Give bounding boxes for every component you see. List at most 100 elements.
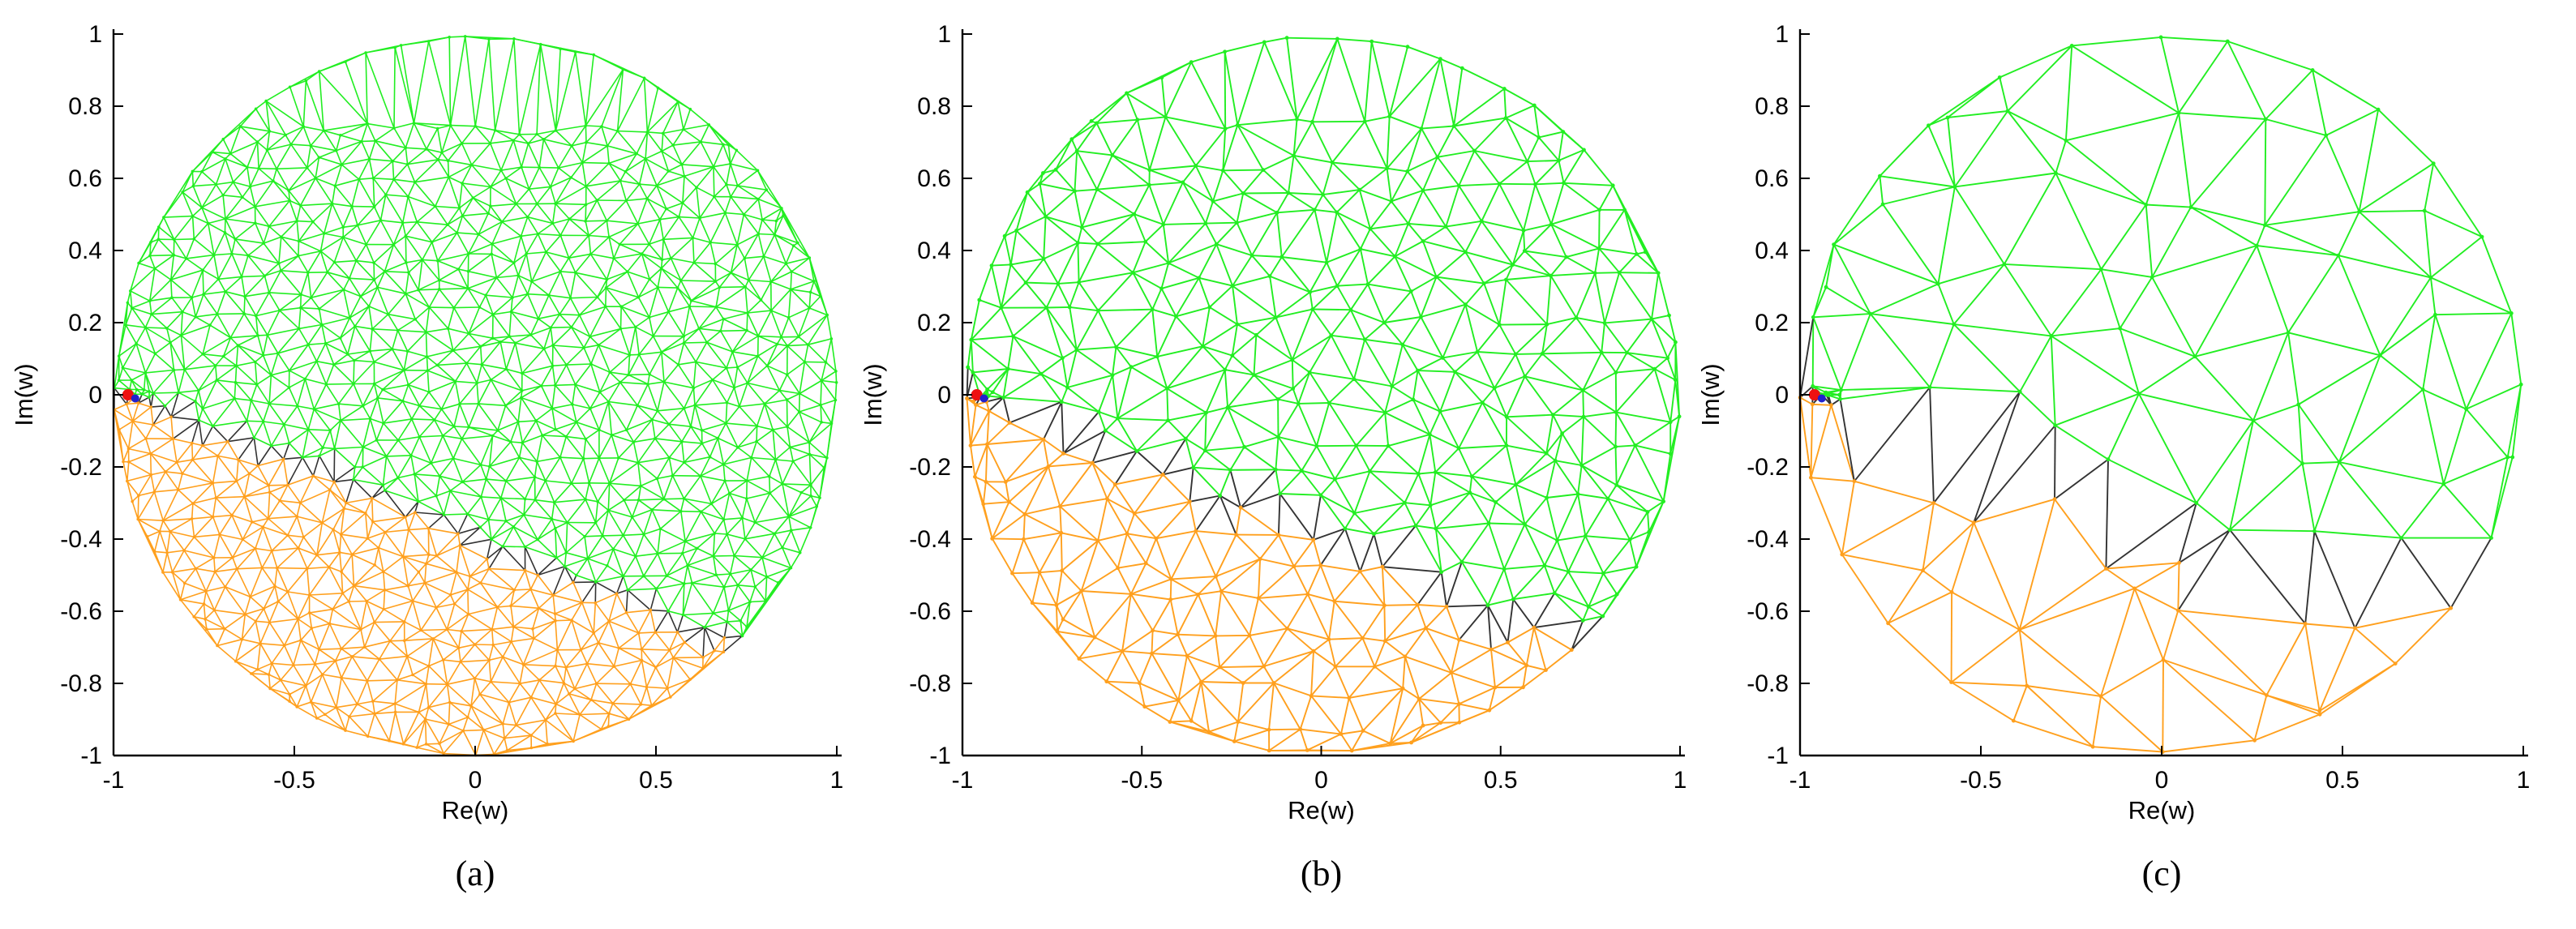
upper-mesh-edge — [661, 258, 672, 269]
lower-mesh-edge — [150, 407, 154, 426]
lower-mesh-edge — [1418, 698, 1442, 724]
upper-mesh-edge — [684, 461, 701, 477]
upper-mesh-edge — [522, 435, 543, 443]
upper-mesh-node — [745, 479, 748, 482]
lower-mesh-edge — [169, 518, 193, 533]
upper-mesh-edge — [515, 203, 529, 218]
upper-mesh-edge — [568, 203, 587, 220]
lower-mesh-edge — [322, 660, 336, 675]
lower-mesh-edge — [406, 656, 414, 675]
upper-mesh-edge — [718, 272, 732, 288]
upper-mesh-node — [582, 346, 585, 349]
upper-mesh-edge — [144, 353, 156, 374]
lower-mesh-edge — [255, 548, 263, 568]
upper-mesh-edge — [559, 235, 570, 259]
upper-mesh-edge — [306, 156, 319, 169]
upper-mesh-edge — [657, 474, 673, 480]
upper-mesh-node — [829, 337, 834, 340]
upper-mesh-node — [542, 347, 546, 351]
upper-mesh-edge — [1553, 413, 1584, 418]
upper-mesh-node — [508, 335, 511, 338]
upper-mesh-edge — [620, 306, 636, 328]
upper-mesh-edge — [598, 401, 610, 430]
upper-mesh-edge — [1550, 272, 1596, 277]
upper-mesh-edge — [558, 161, 583, 169]
lower-mesh-node — [304, 684, 308, 687]
lower-mesh-edge — [1220, 558, 1261, 592]
upper-mesh-edge — [329, 430, 336, 449]
upper-mesh-edge — [505, 476, 535, 482]
upper-mesh-node — [306, 166, 309, 169]
interface-mesh-edge — [552, 566, 566, 596]
axes-a: -1 -0.5 0 0.5 110.80.60.40.20-0.2-0.4-0.6-0.… — [60, 21, 843, 794]
upper-mesh-node — [820, 379, 823, 383]
lower-mesh-edge — [150, 438, 174, 455]
upper-mesh-edge — [152, 392, 166, 407]
upper-mesh-edge — [663, 237, 693, 241]
upper-mesh-edge — [268, 225, 282, 238]
lower-mesh-edge — [311, 701, 336, 709]
lower-mesh-edge — [467, 576, 471, 590]
upper-mesh-edge — [337, 404, 341, 421]
upper-mesh-node — [587, 233, 590, 238]
upper-mesh-node — [570, 144, 573, 148]
lower-mesh-edge — [1126, 533, 1147, 564]
upper-mesh-edge — [182, 191, 203, 208]
upper-mesh-edge — [1575, 272, 1597, 319]
lower-mesh-edge — [615, 593, 628, 614]
lower-mesh-edge — [137, 491, 156, 520]
lower-mesh-edge — [328, 566, 342, 573]
lower-mesh-edge — [300, 640, 319, 650]
upper-mesh-edge — [761, 556, 791, 569]
upper-mesh-edge — [1040, 357, 1063, 375]
upper-mesh-edge — [476, 383, 479, 405]
upper-mesh-node — [729, 195, 732, 199]
upper-mesh-edge — [1136, 419, 1169, 452]
upper-mesh-edge — [569, 298, 581, 316]
upper-mesh-edge — [747, 310, 772, 314]
upper-mesh-edge — [1156, 315, 1177, 357]
upper-mesh-edge — [1353, 378, 1392, 387]
upper-mesh-edge — [372, 328, 398, 332]
upper-mesh-edge — [414, 319, 427, 333]
upper-mesh-edge — [769, 492, 790, 517]
lower-mesh-node — [424, 562, 428, 566]
upper-mesh-edge — [518, 420, 537, 423]
upper-mesh-edge — [638, 498, 664, 501]
upper-mesh-edge — [336, 140, 362, 152]
upper-mesh-edge — [568, 257, 576, 273]
upper-mesh-edge — [319, 156, 342, 165]
upper-mesh-edge — [1481, 401, 1507, 418]
upper-mesh-edge — [1515, 460, 1556, 486]
upper-mesh-edge — [1167, 369, 1226, 390]
upper-mesh-edge — [289, 344, 309, 371]
upper-mesh-edge — [341, 417, 371, 422]
lower-mesh-edge — [1130, 593, 1154, 631]
upper-mesh-edge — [396, 330, 409, 352]
upper-mesh-node — [425, 148, 428, 151]
lower-mesh-edge — [268, 518, 289, 536]
y-tick-label: -1 — [80, 743, 102, 769]
lower-mesh-edge — [195, 567, 207, 592]
lower-mesh-node — [175, 460, 178, 464]
upper-mesh-edge — [585, 220, 607, 222]
upper-mesh-edge — [667, 287, 679, 312]
upper-mesh-edge — [638, 183, 648, 199]
upper-mesh-node — [589, 362, 593, 366]
lower-mesh-edge — [255, 620, 270, 623]
lower-mesh-node — [149, 405, 152, 409]
lower-mesh-edge — [439, 743, 444, 754]
upper-mesh-edge — [612, 534, 624, 550]
upper-mesh-edge — [1635, 421, 1671, 447]
upper-mesh-edge — [341, 158, 370, 165]
upper-mesh-edge — [632, 442, 639, 463]
upper-mesh-node — [214, 364, 217, 367]
upper-mesh-node — [460, 142, 464, 145]
upper-mesh-edge — [353, 466, 363, 481]
upper-mesh-edge — [543, 327, 551, 349]
upper-mesh-node — [257, 167, 260, 170]
lower-mesh-edge — [150, 452, 166, 473]
upper-mesh-edge — [186, 254, 214, 259]
interface-mesh-edge — [257, 445, 272, 466]
upper-mesh-edge — [656, 175, 685, 186]
